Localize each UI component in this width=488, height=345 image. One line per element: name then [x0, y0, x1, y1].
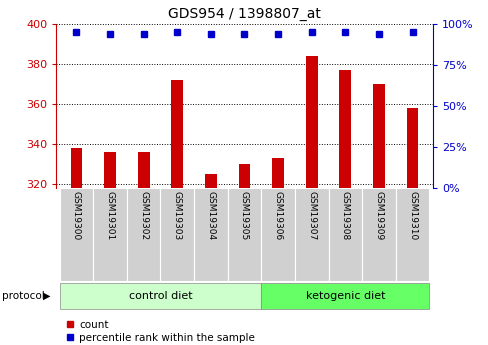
Legend: count, percentile rank within the sample: count, percentile rank within the sample — [61, 316, 259, 345]
Text: GDS954 / 1398807_at: GDS954 / 1398807_at — [168, 7, 320, 21]
Text: GSM19300: GSM19300 — [72, 191, 81, 240]
Bar — [104, 152, 116, 188]
Bar — [261, 188, 294, 281]
Text: GSM19303: GSM19303 — [172, 191, 182, 240]
Bar — [238, 164, 250, 188]
Text: GSM19306: GSM19306 — [273, 191, 282, 240]
Bar — [60, 283, 261, 309]
Bar — [294, 188, 328, 281]
Text: control diet: control diet — [128, 291, 192, 301]
Text: GSM19305: GSM19305 — [240, 191, 248, 240]
Text: GSM19307: GSM19307 — [306, 191, 316, 240]
Bar — [272, 158, 284, 188]
Text: ketogenic diet: ketogenic diet — [305, 291, 385, 301]
Bar — [138, 152, 149, 188]
Bar — [328, 188, 362, 281]
Bar — [204, 174, 216, 188]
Bar — [261, 283, 428, 309]
Bar — [372, 84, 384, 188]
Text: GSM19308: GSM19308 — [340, 191, 349, 240]
Text: GSM19302: GSM19302 — [139, 191, 148, 240]
Bar — [126, 188, 160, 281]
Bar — [194, 188, 227, 281]
Bar — [171, 80, 183, 188]
Text: GSM19301: GSM19301 — [105, 191, 114, 240]
Bar — [406, 108, 418, 188]
Text: GSM19309: GSM19309 — [374, 191, 383, 240]
Text: GSM19310: GSM19310 — [407, 191, 416, 240]
Bar — [362, 188, 395, 281]
Bar — [160, 188, 194, 281]
Bar — [227, 188, 261, 281]
Bar — [339, 70, 350, 188]
Bar — [305, 56, 317, 188]
Bar — [395, 188, 428, 281]
Text: GSM19304: GSM19304 — [206, 191, 215, 240]
Text: protocol: protocol — [2, 291, 45, 301]
Bar — [70, 148, 82, 188]
Text: ▶: ▶ — [42, 291, 50, 301]
Bar — [93, 188, 126, 281]
Bar — [60, 188, 93, 281]
